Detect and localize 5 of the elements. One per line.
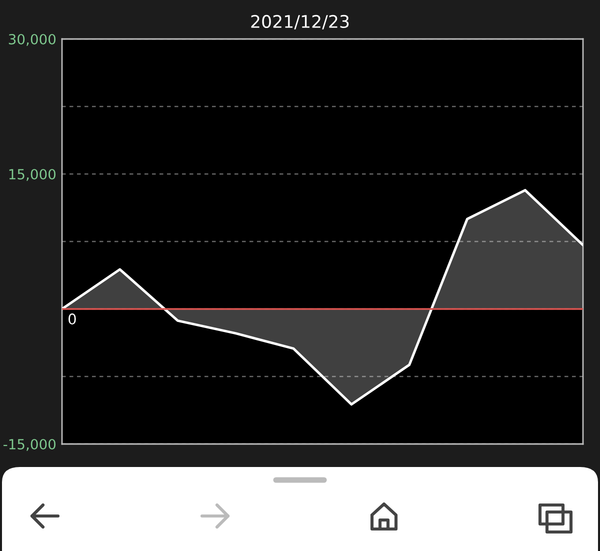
y-tick-label: 15,000 (9, 168, 56, 181)
y-tick-label: -15,000 (4, 438, 56, 451)
ref-line-label: 0 (68, 313, 76, 324)
y-tick-label: 30,000 (8, 34, 56, 46)
chart-title: 2021/12/23 (251, 14, 349, 30)
